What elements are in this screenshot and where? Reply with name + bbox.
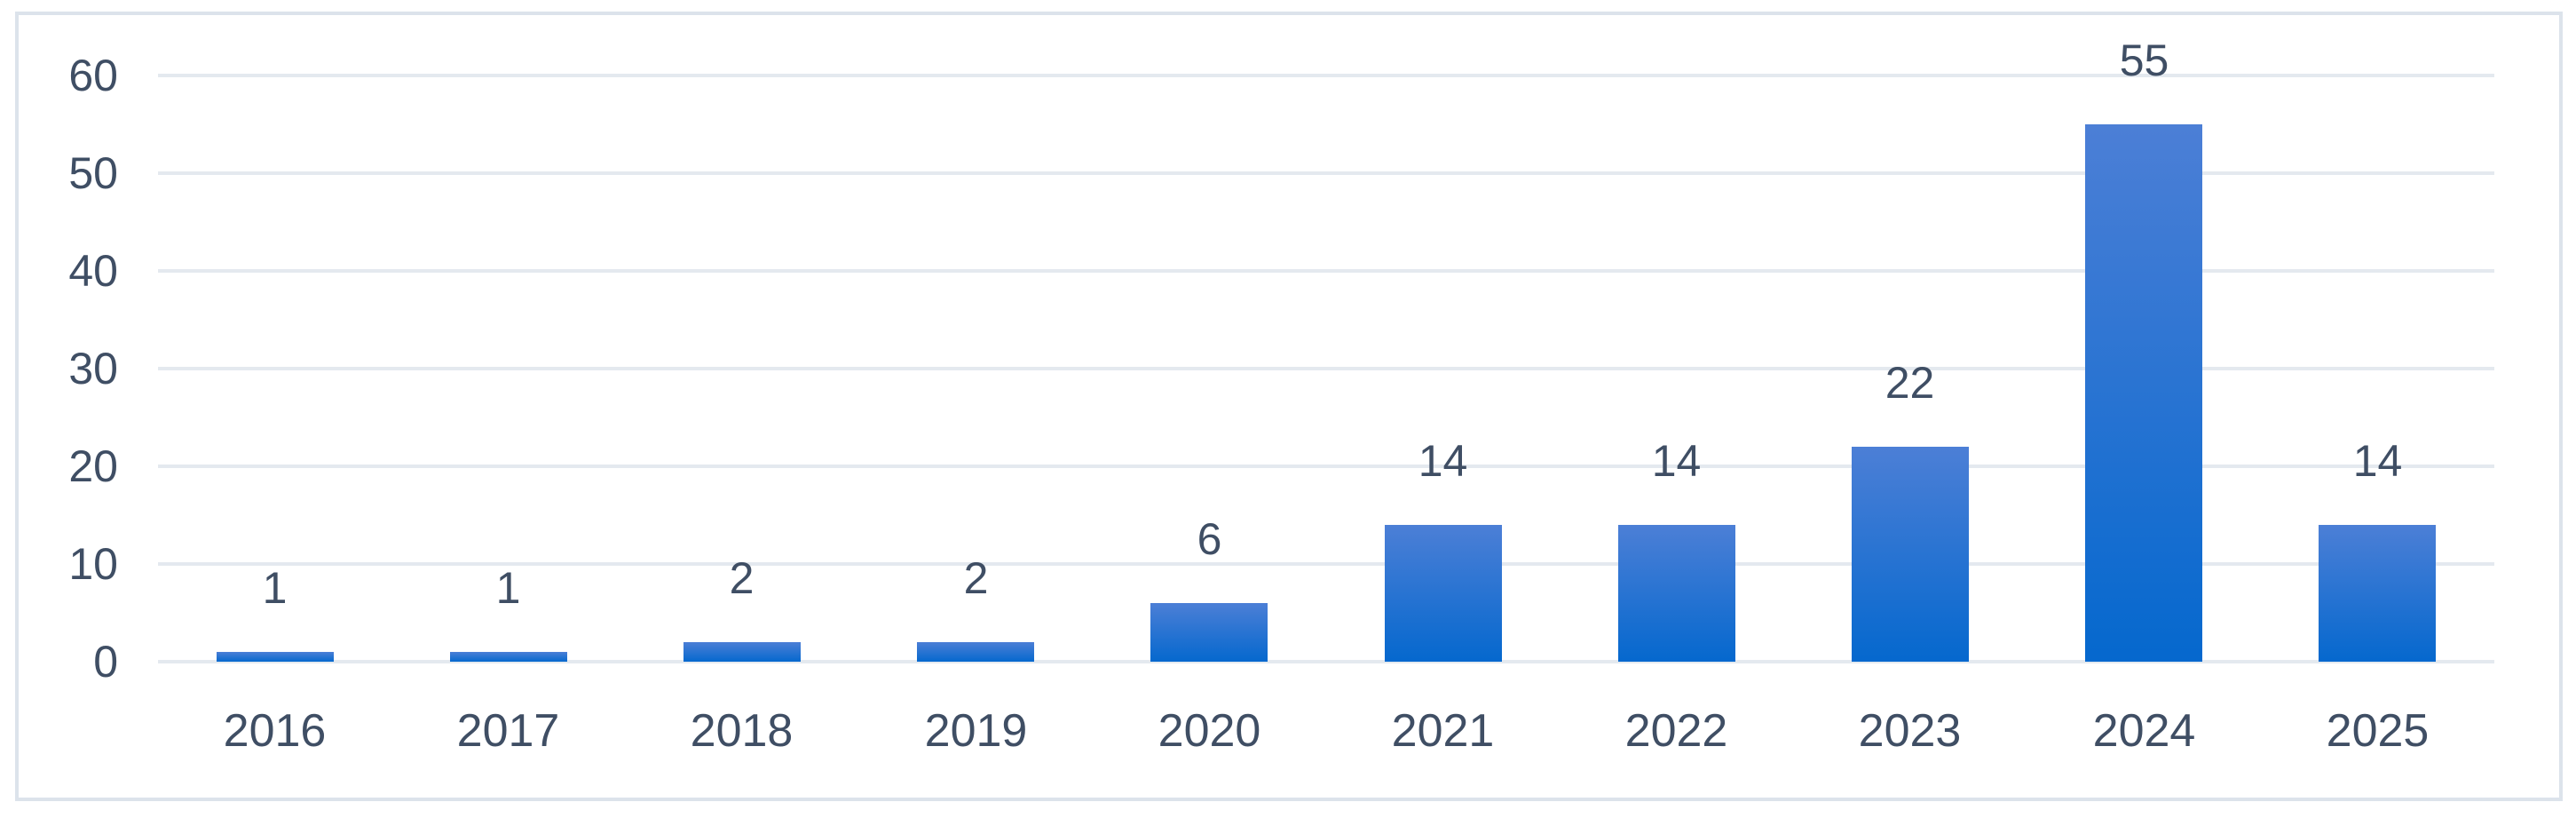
bar-2019 [917,642,1034,662]
bar-2024 [2085,124,2202,662]
y-tick-label: 50 [68,148,118,198]
x-axis-label-2023: 2023 [1858,705,1962,757]
x-axis-line [158,660,2494,663]
bar-value-label: 1 [262,563,288,613]
x-axis-label-2016: 2016 [223,705,327,757]
gridline [158,465,2494,468]
bar-value-label: 6 [1197,514,1222,564]
bar-value-label: 14 [2352,436,2403,486]
y-tick-label: 30 [68,344,118,393]
bar-value-label: 2 [729,553,755,603]
gridline [158,367,2494,370]
bar-2023 [1852,447,1969,662]
bar-value-label: 55 [2119,36,2169,85]
bar-value-label: 1 [495,563,521,613]
bar-value-label: 14 [1651,436,1702,486]
bar-value-label: 2 [963,553,989,603]
bar-2020 [1150,603,1268,662]
gridline [158,562,2494,566]
bar-2021 [1385,525,1502,662]
y-tick-label: 20 [68,441,118,491]
gridline [158,74,2494,77]
bar-chart[interactable]: 0 10 20 30 40 50 60 1 1 2 2 6 14 14 22 55 14 2016 2017 20… [15,12,2563,801]
gridline [158,171,2494,175]
x-axis-label-2021: 2021 [1391,705,1495,757]
bar-value-label: 22 [1885,358,1935,408]
gridline [158,269,2494,273]
y-tick-label: 10 [68,539,118,589]
plot-area: 1 1 2 2 6 14 14 22 55 14 [158,36,2494,662]
bar-2017 [450,652,567,662]
y-tick-label: 0 [93,637,118,687]
x-axis-label-2018: 2018 [690,705,794,757]
x-axis-label-2020: 2020 [1158,705,1261,757]
x-axis-label-2025: 2025 [2326,705,2430,757]
x-axis-label-2022: 2022 [1624,705,1728,757]
y-tick-label: 60 [68,51,118,100]
x-axis-label-2017: 2017 [456,705,560,757]
x-axis-label-2019: 2019 [924,705,1028,757]
bar-value-label: 14 [1418,436,1468,486]
y-tick-label: 40 [68,246,118,296]
x-axis-label-2024: 2024 [2092,705,2196,757]
bar-2025 [2319,525,2436,662]
bar-2018 [684,642,801,662]
bar-2022 [1618,525,1735,662]
bar-2016 [217,652,334,662]
